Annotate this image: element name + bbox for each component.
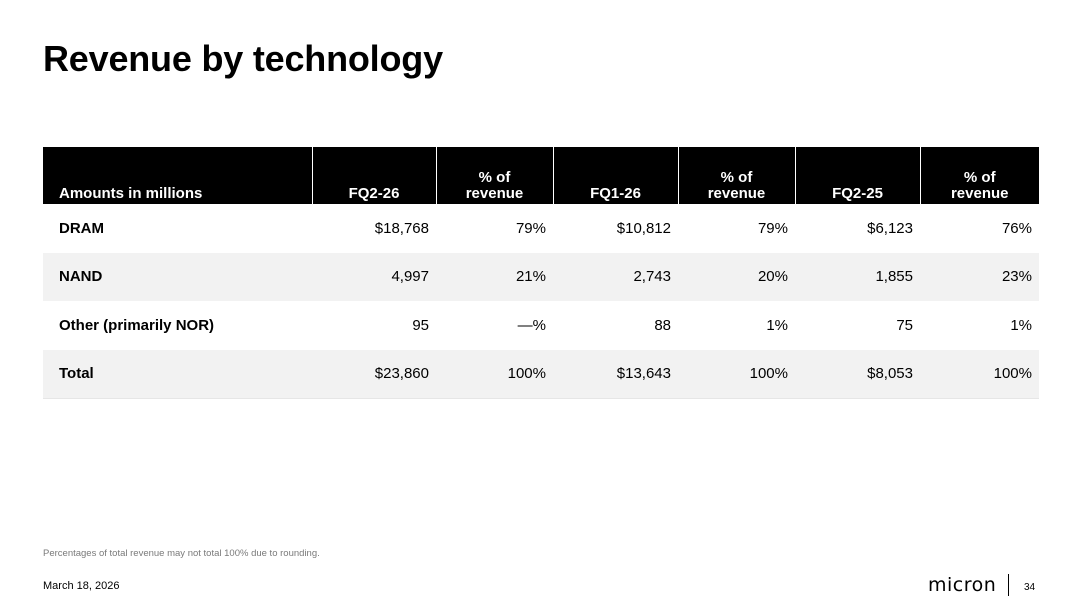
micron-logo: micron [928,574,997,596]
table-cell: 21% [436,252,553,301]
table-cell: $18,768 [374,219,429,237]
row-label: Other (primarily NOR) [59,316,215,334]
footnote: Percentages of total revenue may not tot… [43,548,320,559]
table-cell: 20% [678,252,795,301]
footer-divider [1008,574,1009,596]
table-cell: 100% [678,349,795,399]
table-cell: 1,855 [795,252,920,301]
table-cell: 75 [896,316,913,334]
column-header-label: % of revenue [707,169,766,202]
slide-date: March 18, 2026 [43,580,120,592]
table-cell: $8,053 [795,349,920,399]
table-row-other: Other (primarily NOR) 95 —% 88 1% 75 1% [43,301,1039,350]
column-header-amounts: Amounts in millions [43,147,312,204]
row-label: DRAM [59,219,104,237]
table-row-total: Total $23,860 100% $13,643 100% $8,053 1… [43,349,1039,399]
table-cell: 76% [1001,219,1032,237]
page-title: Revenue by technology [43,38,443,79]
table-cell: $10,812 [616,219,671,237]
table-cell: 23% [920,252,1039,301]
column-header-label: % of revenue [950,169,1009,202]
column-header-label: % of revenue [465,169,524,202]
table-row-nand: NAND 4,997 21% 2,743 20% 1,855 23% [43,252,1039,301]
page-number: 34 [1024,582,1036,593]
table-cell: 88 [654,316,671,334]
table-cell: 1% [1010,316,1032,334]
column-header-pct-fq2-26: % of revenue [435,147,553,204]
row-label: Total [43,349,312,399]
table-header-row: Amounts in millions FQ2-26 % of revenue … [43,147,1039,204]
column-header-pct-fq1-26: % of revenue [677,147,795,204]
column-header-fq1-26: FQ1-26 [552,147,678,204]
table-cell: $13,643 [553,349,678,399]
table-cell: $6,123 [867,219,913,237]
table-cell: 2,743 [553,252,678,301]
column-header-fq2-26: FQ2-26 [311,147,436,204]
table-cell: 79% [757,219,788,237]
column-header-fq2-25: FQ2-25 [794,147,920,204]
row-label: NAND [43,252,312,301]
table-row-dram: DRAM $18,768 79% $10,812 79% $6,123 76% [43,204,1039,253]
table-cell: —% [517,316,546,334]
table-cell: 100% [920,349,1039,399]
table-cell: 95 [412,316,429,334]
revenue-table: Amounts in millions FQ2-26 % of revenue … [43,147,1039,399]
table-cell: $23,860 [312,349,436,399]
column-header-pct-fq2-25: % of revenue [919,147,1039,204]
table-cell: 100% [436,349,553,399]
table-cell: 1% [766,316,788,334]
table-cell: 79% [515,219,546,237]
table-cell: 4,997 [312,252,436,301]
